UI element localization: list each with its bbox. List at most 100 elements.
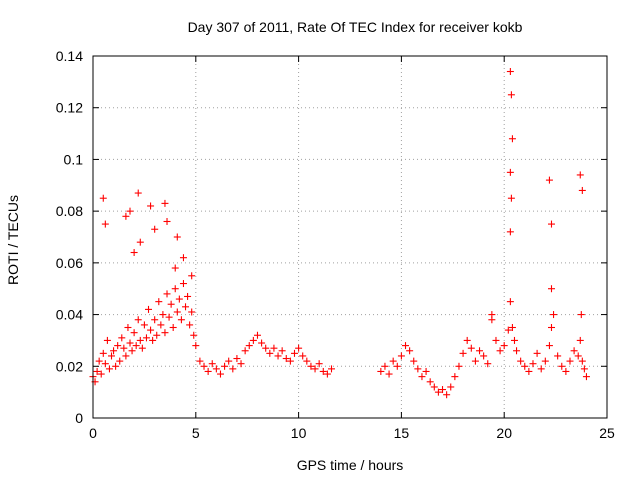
data-point [120,344,128,352]
data-point [169,324,177,331]
data-point [545,342,553,350]
data-point [580,365,588,373]
data-point [145,305,153,313]
data-point [179,254,187,262]
data-point [311,365,319,373]
data-point [132,342,140,350]
data-point [233,355,241,363]
data-point [393,362,401,370]
data-point [184,292,192,300]
data-point [492,336,500,344]
data-point [508,135,516,143]
data-point [299,352,307,360]
data-point [434,388,442,396]
data-point [101,220,109,228]
data-point [186,321,194,329]
data-point [385,370,393,378]
data-point [128,347,136,355]
data-point [315,360,323,368]
data-point [496,347,504,355]
data-point [245,342,253,350]
y-tick-label: 0 [75,410,83,426]
data-point [192,342,200,350]
y-tick-label: 0.1 [64,151,84,167]
data-point [118,334,126,342]
data-point [147,202,155,210]
data-point [451,373,459,381]
data-point [130,329,138,337]
data-point [381,362,389,370]
data-point [484,360,492,368]
x-tick-labels: 0 5 10 15 20 25 [89,425,615,441]
y-tick-label: 0.12 [56,100,83,116]
data-point [578,357,586,365]
data-point [177,316,185,324]
data-point [547,285,555,293]
data-point [577,311,585,319]
data-point [216,370,224,378]
data-point [576,171,584,179]
data-point [541,357,549,365]
data-point [136,336,144,344]
y-tick-label: 0.08 [56,203,83,219]
data-point [295,344,303,352]
data-point [467,344,475,352]
data-point [323,370,331,378]
data-point [116,357,124,365]
data-point [173,233,181,241]
data-point [114,342,122,350]
data-point [402,342,410,350]
data-point [307,362,315,370]
data-point [149,336,157,344]
data-point [221,362,229,370]
data-point [506,68,514,76]
y-tick-label: 0.04 [56,307,83,323]
data-point [130,249,138,257]
data-point [455,362,463,370]
data-point [136,238,144,246]
data-point [99,349,107,357]
data-point [108,352,116,360]
data-point [179,280,187,288]
data-point [290,349,298,357]
data-point [161,329,169,337]
data-point [196,357,204,365]
data-point [165,313,173,321]
data-point [504,326,512,334]
data-point [122,352,130,360]
data-point [138,344,146,352]
data-point [95,357,103,365]
data-point [175,295,183,303]
x-tick-label: 20 [496,425,512,441]
y-tick-label: 0.02 [56,358,83,374]
data-point [278,347,286,355]
data-point [249,336,257,344]
data-point [447,383,455,391]
data-point [397,352,405,360]
data-point [286,357,294,365]
data-point [237,360,245,368]
data-point [377,367,385,375]
data-point [134,189,142,197]
data-point [282,355,290,363]
data-point [507,91,515,99]
data-point [105,365,113,373]
data-point [208,360,216,368]
data-point [506,298,514,306]
data-point [547,324,555,331]
data-point [327,365,335,373]
data-point [258,339,266,347]
data-point [101,360,109,368]
data-point [506,228,514,236]
x-tick-label: 5 [192,425,200,441]
x-tick-label: 10 [291,425,307,441]
data-point [533,349,541,357]
data-point [173,308,181,316]
data-point [422,367,430,375]
data-point [525,367,533,375]
data-point [253,331,261,339]
x-axis-label: GPS time / hours [297,457,404,473]
data-point [171,264,179,272]
data-point [558,362,566,370]
